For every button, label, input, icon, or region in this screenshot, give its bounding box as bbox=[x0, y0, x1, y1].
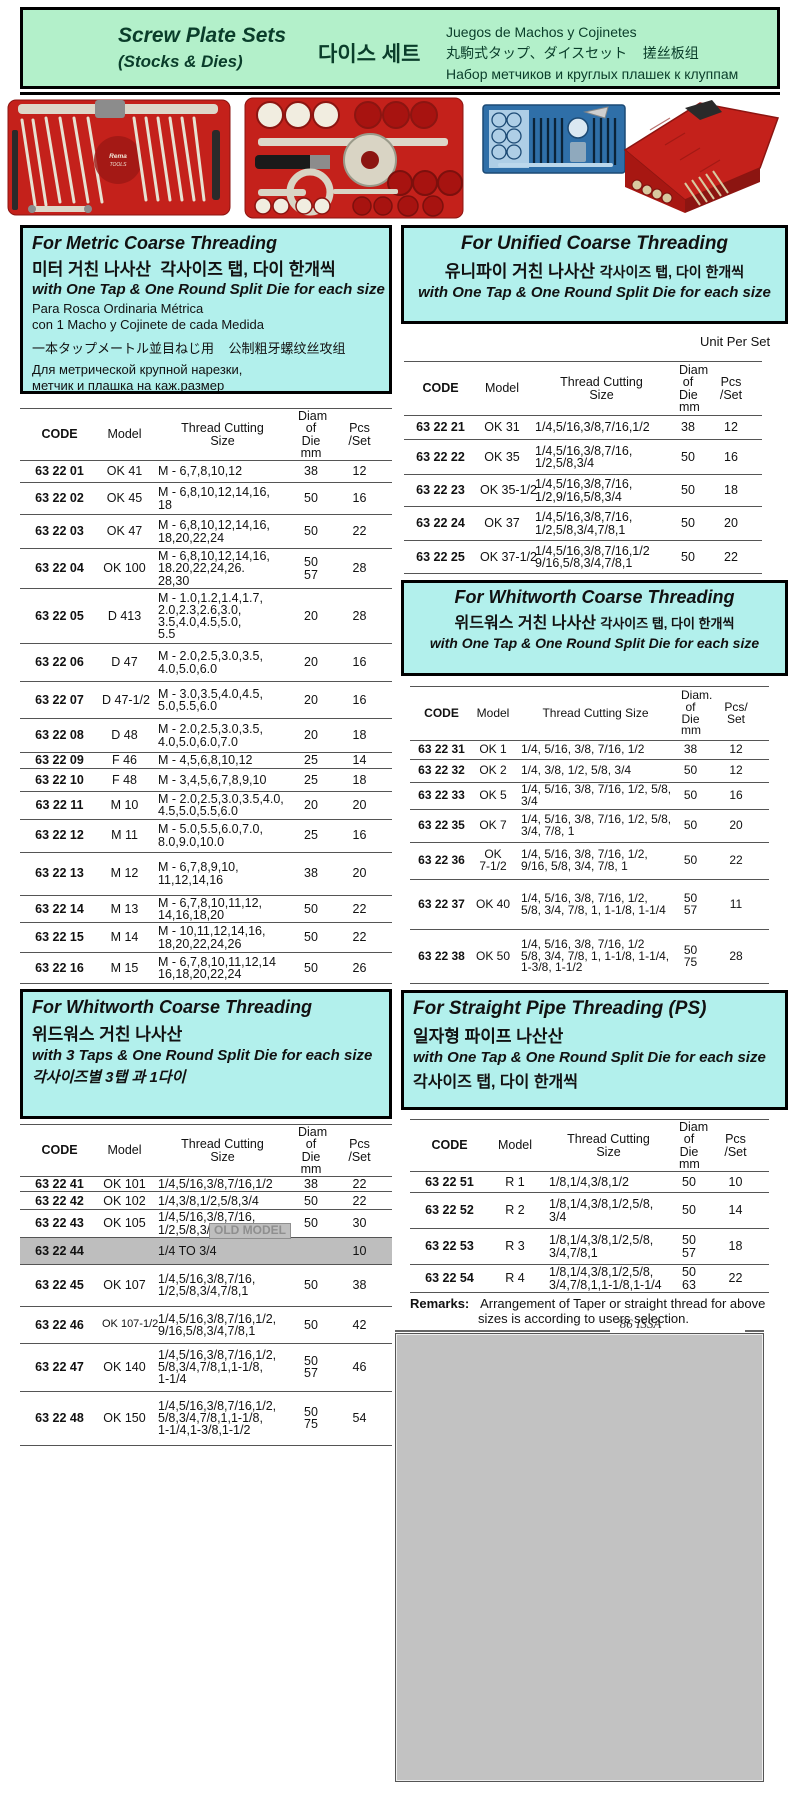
svg-text:TOOLS: TOOLS bbox=[110, 162, 128, 168]
svg-text:Rema: Rema bbox=[109, 153, 127, 160]
